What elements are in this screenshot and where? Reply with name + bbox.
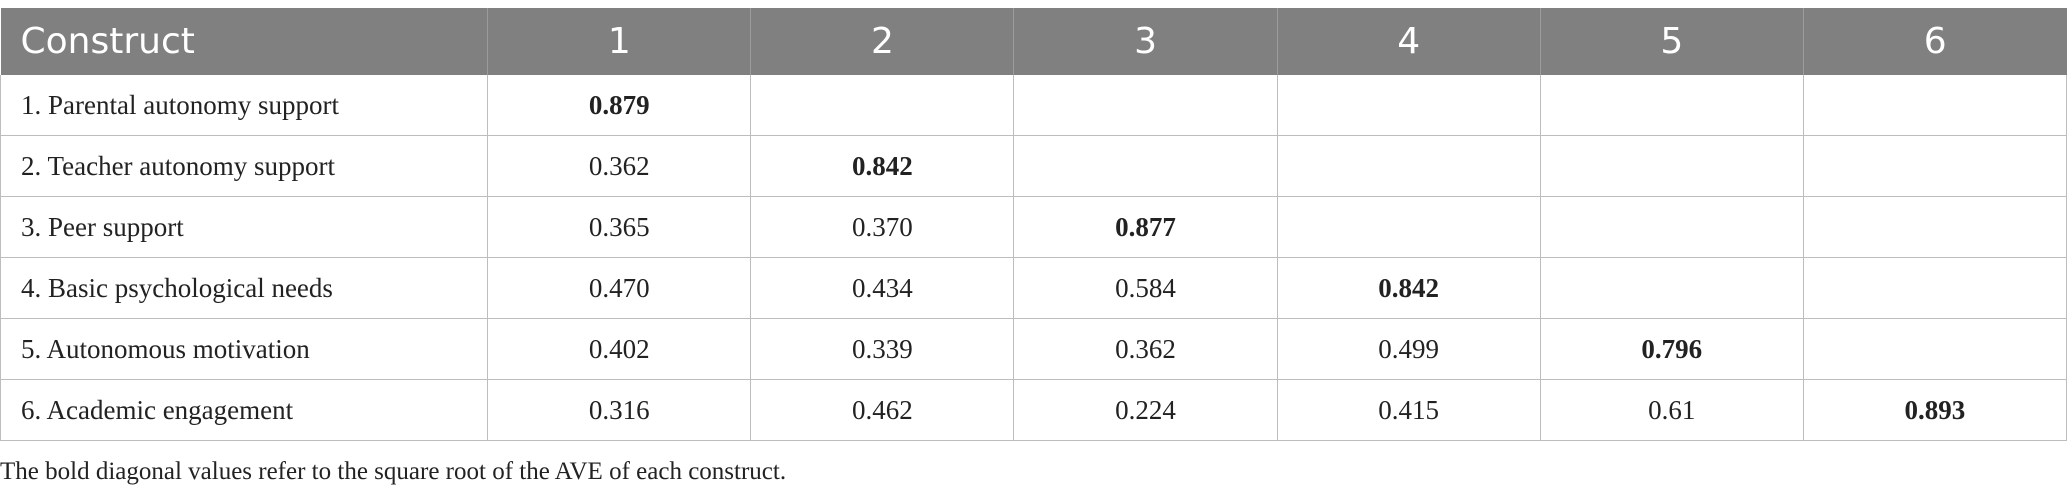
table-cell: 0.370	[750, 196, 1015, 258]
header-col-3: 3	[1013, 8, 1278, 75]
table-cell: 0.462	[750, 379, 1015, 441]
correlation-table: Construct 1 2 3 4 5 6 1. Parental autono…	[0, 8, 2067, 441]
table-cell	[1013, 135, 1278, 197]
table-cell	[1803, 196, 2067, 258]
header-col-6: 6	[1803, 8, 2067, 75]
table-cell: 0.61	[1540, 379, 1804, 441]
header-col-2: 2	[750, 8, 1015, 75]
table-cell	[1803, 135, 2067, 197]
table-cell: 0.584	[1013, 257, 1278, 319]
table-cell: 0.402	[487, 318, 752, 380]
row-label: 4. Basic psychological needs	[0, 257, 489, 319]
row-label: 6. Academic engagement	[0, 379, 489, 441]
table-cell: 0.893	[1803, 379, 2067, 441]
table-cell: 0.362	[1013, 318, 1278, 380]
table-row: 2. Teacher autonomy support 0.362 0.842	[0, 135, 2067, 197]
table-cell	[1540, 196, 1804, 258]
table-cell	[1277, 196, 1541, 258]
table-cell	[750, 75, 1015, 136]
table-cell	[1540, 257, 1804, 319]
table-cell: 0.842	[750, 135, 1015, 197]
table-cell	[1803, 318, 2067, 380]
table-cell: 0.499	[1277, 318, 1541, 380]
row-label: 1. Parental autonomy support	[0, 75, 489, 136]
table-cell	[1540, 75, 1804, 136]
table-cell	[1013, 75, 1278, 136]
table-cell: 0.842	[1277, 257, 1541, 319]
table-cell	[1540, 135, 1804, 197]
table-cell: 0.316	[487, 379, 752, 441]
table-cell: 0.362	[487, 135, 752, 197]
table-row: 5. Autonomous motivation 0.402 0.339 0.3…	[0, 318, 2067, 380]
header-col-1: 1	[487, 8, 752, 75]
table-cell: 0.796	[1540, 318, 1804, 380]
table-cell	[1803, 75, 2067, 136]
header-row: Construct 1 2 3 4 5 6	[0, 8, 2067, 75]
table-cell: 0.877	[1013, 196, 1278, 258]
row-label: 2. Teacher autonomy support	[0, 135, 489, 197]
header-col-4: 4	[1277, 8, 1541, 75]
table-cell	[1277, 75, 1541, 136]
table-row: 4. Basic psychological needs 0.470 0.434…	[0, 257, 2067, 319]
table-cell: 0.434	[750, 257, 1015, 319]
header-construct: Construct	[0, 8, 489, 75]
table-row: 6. Academic engagement 0.316 0.462 0.224…	[0, 379, 2067, 441]
table-cell	[1803, 257, 2067, 319]
table-cell: 0.879	[487, 75, 752, 136]
header-col-5: 5	[1540, 8, 1804, 75]
table-cell: 0.470	[487, 257, 752, 319]
table-footnote: The bold diagonal values refer to the sq…	[0, 458, 787, 485]
table-cell	[1277, 135, 1541, 197]
row-label: 3. Peer support	[0, 196, 489, 258]
table-cell: 0.415	[1277, 379, 1541, 441]
table-cell: 0.339	[750, 318, 1015, 380]
table-cell: 0.224	[1013, 379, 1278, 441]
row-label: 5. Autonomous motivation	[0, 318, 489, 380]
table-row: 3. Peer support 0.365 0.370 0.877	[0, 196, 2067, 258]
correlation-table-container: Construct 1 2 3 4 5 6 1. Parental autono…	[0, 8, 2067, 441]
table-cell: 0.365	[487, 196, 752, 258]
table-row: 1. Parental autonomy support 0.879	[0, 75, 2067, 136]
